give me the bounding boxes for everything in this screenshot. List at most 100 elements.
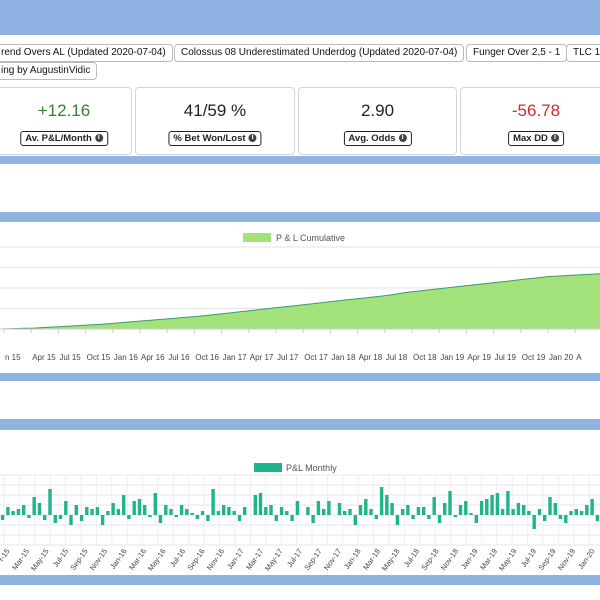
monthly-bar — [427, 515, 431, 519]
monthly-bar — [264, 507, 268, 515]
monthly-bar — [448, 491, 452, 515]
x-tick-label: Sep-19 — [536, 547, 557, 572]
stat-card-max-dd: -56.78 Max DD i — [460, 87, 600, 155]
cumulative-line — [0, 273, 600, 330]
monthly-bar — [485, 499, 489, 515]
monthly-bar — [490, 495, 494, 515]
monthly-bar — [500, 509, 505, 515]
monthly-bar — [311, 515, 315, 523]
monthly-bar — [548, 497, 552, 515]
x-tick-label: Nov-19 — [556, 547, 577, 572]
stat-value: -56.78 — [511, 101, 561, 120]
info-icon[interactable]: i — [248, 134, 257, 143]
monthly-bar — [164, 505, 168, 515]
monthly-bar — [106, 511, 110, 515]
monthly-bar — [374, 515, 378, 519]
legend-swatch — [243, 233, 271, 242]
stat-label: Max DD — [513, 133, 548, 144]
monthly-bar — [327, 501, 331, 515]
x-tick-label: May-18 — [380, 547, 402, 573]
x-tick-label: Oct 16 — [195, 353, 219, 362]
monthly-bar — [464, 501, 468, 515]
monthly-bar — [16, 509, 21, 515]
x-tick-label: Jul-18 — [402, 547, 421, 569]
stat-label-button[interactable]: Av. P&L/Month i — [20, 131, 108, 146]
monthly-bar — [527, 511, 531, 515]
stat-card-avg-odds: 2.90 Avg. Odds i — [298, 87, 457, 155]
stat-label-button[interactable]: Avg. Odds i — [343, 131, 412, 146]
monthly-bar — [469, 513, 473, 515]
monthly-bar — [590, 499, 594, 515]
x-tick-label: Nov-17 — [322, 547, 343, 572]
monthly-bar — [158, 515, 163, 523]
monthly-bar — [595, 515, 600, 521]
monthly-bar — [522, 505, 526, 515]
x-tick-label: Oct 19 — [522, 353, 546, 362]
monthly-bar — [74, 505, 78, 515]
spacer-panel — [0, 381, 600, 419]
x-tick-label: Jul-15 — [51, 547, 70, 569]
monthly-bar — [290, 515, 294, 521]
monthly-bar — [279, 507, 284, 515]
monthly-bar — [543, 515, 547, 521]
x-tick-label: Jul-19 — [519, 547, 538, 569]
strategy-tag[interactable]: Funger Over 2,5 - 1 — [466, 44, 568, 62]
monthly-bar — [443, 503, 447, 515]
x-tick-label: n 15 — [5, 353, 21, 362]
info-icon[interactable]: i — [398, 134, 407, 143]
monthly-bar — [179, 505, 184, 515]
monthly-bar — [453, 515, 457, 517]
monthly-bar — [200, 511, 205, 515]
monthly-bar — [27, 515, 31, 518]
monthly-bar — [411, 515, 415, 519]
x-tick-label: May-15 — [29, 547, 51, 573]
stat-label-button[interactable]: % Bet Won/Lost i — [168, 131, 262, 146]
info-icon[interactable]: i — [94, 134, 103, 143]
x-tick-label: May-16 — [146, 547, 168, 573]
x-tick-label: Sep-16 — [185, 547, 206, 572]
monthly-bar — [506, 491, 510, 515]
info-icon[interactable]: i — [550, 134, 559, 143]
monthly-bar — [511, 509, 515, 515]
monthly-bar — [569, 511, 573, 515]
monthly-bar — [437, 515, 442, 523]
monthly-bar — [400, 509, 405, 515]
monthly-bar — [316, 501, 321, 515]
monthly-bar — [258, 493, 263, 515]
x-tick-label: Jul 15 — [59, 353, 81, 362]
x-tick-label: Apr 15 — [32, 353, 56, 362]
monthly-bar — [369, 509, 373, 515]
monthly-bar — [532, 515, 536, 529]
legend-swatch — [254, 463, 282, 472]
stat-label-button[interactable]: Max DD i — [508, 131, 564, 146]
monthly-bar — [253, 495, 257, 515]
strategy-tag[interactable]: rend Overs AL (Updated 2020-07-04) — [0, 44, 173, 62]
legend-label: P&L Monthly — [286, 463, 337, 473]
monthly-bar — [348, 509, 352, 515]
monthly-bar — [195, 515, 200, 519]
monthly-bar — [122, 495, 126, 515]
x-tick-label: May-19 — [497, 547, 519, 573]
monthly-bar — [11, 511, 15, 515]
monthly-bar — [390, 503, 394, 515]
x-tick-label: Nov-18 — [439, 547, 460, 572]
strategy-tag[interactable]: ing by AugustinVidic — [0, 62, 98, 80]
spacer-panel — [0, 164, 600, 212]
monthly-bar — [148, 515, 152, 517]
strategy-tag[interactable]: TLC 1X — [566, 44, 600, 62]
strategy-tag[interactable]: Colossus 08 Underestimated Underdog (Upd… — [174, 44, 465, 62]
x-tick-label: Sep-18 — [419, 547, 440, 572]
x-tick-label: Jan 17 — [223, 353, 248, 362]
monthly-bar — [337, 503, 342, 515]
x-tick-label: Nov-15 — [88, 547, 109, 572]
x-tick-label: Jul-16 — [168, 547, 187, 569]
x-tick-label: May-17 — [263, 547, 285, 573]
monthly-bar — [132, 501, 136, 515]
monthly-bar — [216, 511, 221, 515]
stat-label: Av. P&L/Month — [25, 133, 92, 144]
x-tick-label: Jul 16 — [168, 353, 190, 362]
spacer-panel — [0, 585, 600, 600]
monthly-bar — [211, 489, 215, 515]
monthly-bar — [585, 505, 589, 515]
stat-card-bet-won-lost: 41/59 % % Bet Won/Lost i — [135, 87, 295, 155]
